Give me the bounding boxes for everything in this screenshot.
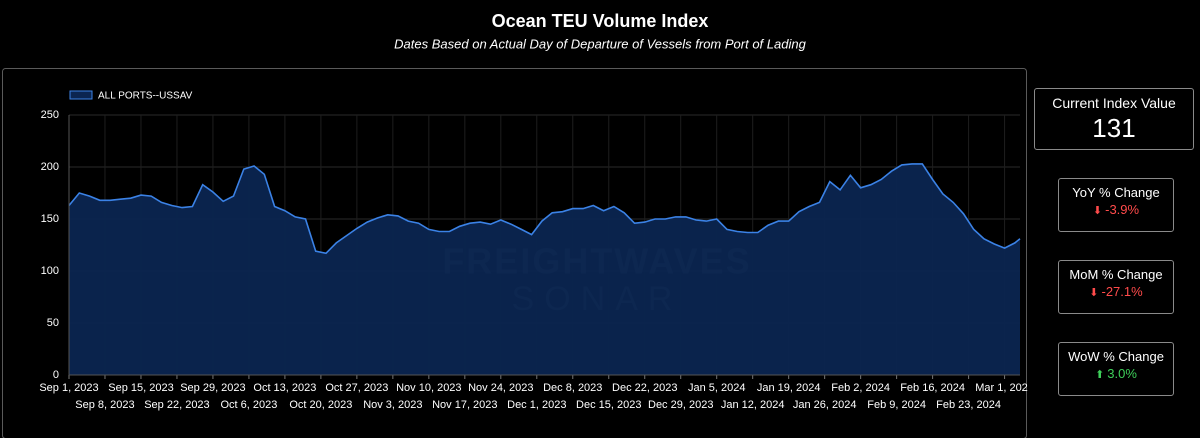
x-tick-label: Jan 5, 2024 (688, 382, 746, 394)
x-tick-label: Nov 10, 2023 (396, 382, 461, 394)
kpi-value-row: ⬆ 3.0% (1059, 366, 1173, 381)
kpi-value: 3.0% (1107, 366, 1137, 381)
legend-swatch (69, 90, 93, 100)
current-index-card: Current Index Value 131 (1034, 88, 1194, 150)
x-tick-label: Oct 20, 2023 (289, 399, 352, 411)
x-tick-label: Jan 12, 2024 (721, 399, 785, 411)
x-tick-label: Sep 22, 2023 (144, 399, 209, 411)
chart: Ocean TEU Volume Index Dates Based on Ac… (2, 11, 1028, 438)
x-tick-label: Nov 3, 2023 (363, 399, 422, 411)
kpi-label: YoY % Change (1072, 185, 1160, 200)
mom-card: MoM % Change ⬇ -27.1% (1058, 260, 1174, 314)
y-tick-label: 150 (41, 213, 59, 225)
x-tick-label: Nov 24, 2023 (468, 382, 533, 394)
x-tick-label: Jan 26, 2024 (793, 399, 857, 411)
x-tick-label: Sep 1, 2023 (39, 382, 98, 394)
x-tick-label: Feb 2, 2024 (831, 382, 890, 394)
y-tick-label: 200 (41, 161, 59, 173)
kpi-label: MoM % Change (1069, 267, 1163, 282)
x-tick-label: Dec 15, 2023 (576, 399, 641, 411)
area-line (68, 163, 1021, 255)
x-tick-label: Sep 29, 2023 (180, 382, 245, 394)
kpi-value-row: ⬇ -27.1% (1059, 284, 1173, 299)
y-tick-label: 50 (47, 317, 59, 329)
x-tick-label: Feb 16, 2024 (900, 382, 965, 394)
x-tick-label: Oct 13, 2023 (253, 382, 316, 394)
x-tick-label: Sep 15, 2023 (108, 382, 173, 394)
kpi-label: WoW % Change (1068, 349, 1164, 364)
down-arrow: ⬇ (1089, 287, 1099, 299)
kpi-value: -3.9% (1105, 202, 1140, 217)
yoy-card: YoY % Change ⬇ -3.9% (1058, 178, 1174, 232)
x-tick-label: Dec 1, 2023 (507, 399, 566, 411)
legend-label: ALL PORTS--USSAV (98, 91, 193, 102)
x-tick-label: Oct 6, 2023 (220, 399, 277, 411)
chart-title: Ocean TEU Volume Index (492, 11, 709, 31)
x-tick-label: Nov 17, 2023 (432, 399, 497, 411)
x-tick-label: Dec 29, 2023 (648, 399, 713, 411)
x-tick-label: Sep 8, 2023 (75, 399, 134, 411)
wow-card: WoW % Change ⬆ 3.0% (1058, 342, 1174, 396)
y-tick-label: 100 (41, 265, 59, 277)
y-tick-label: 0 (53, 369, 59, 381)
kpi-label: Current Index Value (1052, 95, 1176, 111)
chart-subtitle: Dates Based on Actual Day of Departure o… (394, 36, 806, 51)
x-tick-label: Jan 19, 2024 (757, 382, 821, 394)
x-tick-label: Dec 22, 2023 (612, 382, 677, 394)
area-fill (69, 163, 1020, 375)
kpi-value-row: ⬇ -3.9% (1059, 202, 1173, 217)
x-tick-label: Mar 1, 2024 (975, 382, 1028, 394)
x-tick-label: Oct 27, 2023 (325, 382, 388, 394)
kpi-value: 131 (1092, 113, 1136, 143)
x-tick-label: Feb 9, 2024 (867, 399, 926, 411)
x-tick-label: Dec 8, 2023 (543, 382, 602, 394)
up-arrow: ⬆ (1095, 369, 1105, 381)
x-tick-label: Feb 23, 2024 (936, 399, 1001, 411)
y-tick-label: 250 (41, 109, 59, 121)
down-arrow: ⬇ (1092, 205, 1103, 217)
kpi-value: -27.1% (1101, 284, 1143, 299)
